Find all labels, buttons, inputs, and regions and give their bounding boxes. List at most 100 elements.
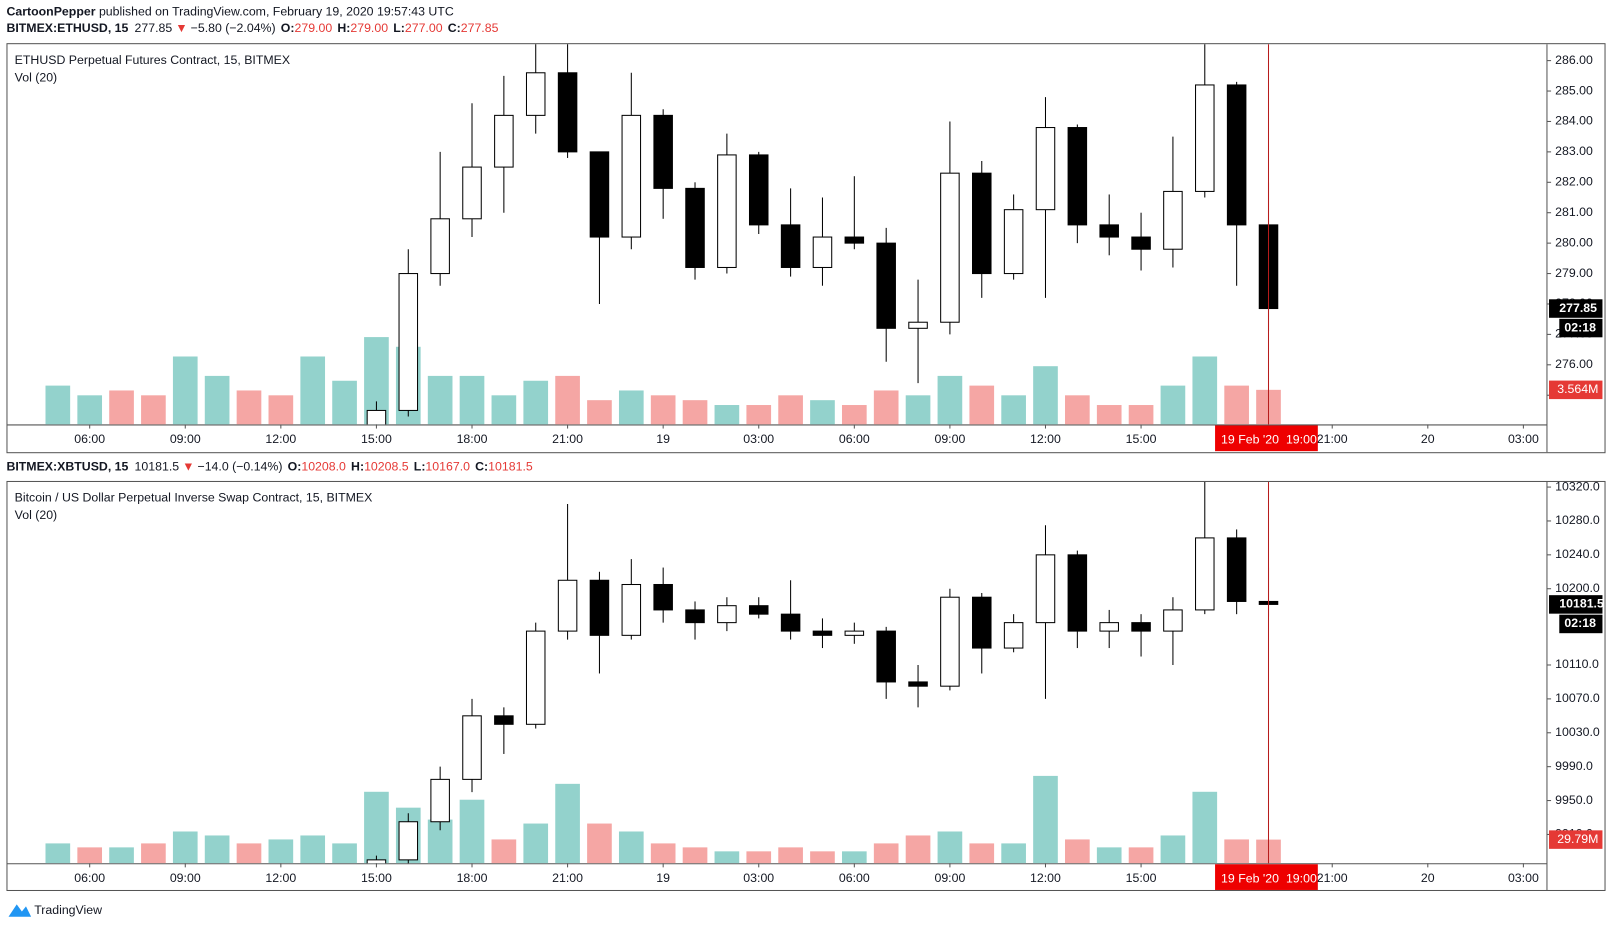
x-tick-label: 15:00 — [361, 432, 392, 446]
x-tick-label: 21:00 — [1317, 871, 1348, 885]
volume-bar — [555, 375, 580, 425]
volume-bar — [1128, 405, 1154, 425]
x-tick-label: 15:00 — [1126, 871, 1157, 885]
candle-body — [1067, 554, 1088, 632]
candle-body — [908, 321, 928, 329]
volume-bar — [1033, 775, 1058, 864]
candle-body — [1195, 84, 1215, 192]
candle-body — [1099, 224, 1119, 238]
volume-bar — [364, 791, 389, 864]
volume-bar — [236, 843, 262, 864]
volume-bar — [77, 395, 103, 425]
crosshair-box — [1215, 425, 1318, 452]
countdown-box — [1559, 614, 1603, 634]
candle-body — [812, 236, 833, 268]
candle-body — [366, 859, 387, 864]
candle-body — [653, 583, 673, 611]
volume-bar — [714, 405, 740, 425]
y-tick-label: 276.00 — [1555, 357, 1593, 371]
volume-label: 3.564M — [1557, 382, 1598, 396]
volume-bar — [523, 823, 549, 864]
x-tick-label: 12:00 — [1030, 432, 1061, 446]
candle-body — [717, 154, 737, 268]
y-tick-label: 282.00 — [1555, 175, 1593, 189]
volume-bar — [491, 395, 517, 425]
x-tick-label: 18:00 — [457, 432, 488, 446]
volume-bar — [714, 851, 740, 864]
volume-bar — [1096, 405, 1122, 425]
candle-body — [1003, 209, 1024, 275]
volume-bar — [1033, 366, 1058, 425]
candle-body — [589, 151, 610, 238]
volume-bar — [141, 395, 166, 425]
volume-bar — [268, 839, 294, 864]
candle-body — [748, 605, 769, 615]
volume-bar — [523, 380, 549, 425]
readout-value: 277.85 — [461, 21, 499, 35]
candle-body — [685, 609, 705, 624]
volume-bar — [873, 390, 899, 425]
volume-bar — [650, 395, 676, 425]
symbol: BITMEX:ETHUSD, 15 — [6, 21, 128, 35]
candle-body — [430, 778, 450, 823]
readout-value: 10208.0 — [301, 460, 346, 474]
x-tick-label: 09:00 — [934, 871, 965, 885]
footer-brand: TradingView — [34, 903, 102, 917]
candle-body — [653, 114, 673, 189]
volume-bar — [937, 831, 963, 864]
y-tick-label: 10280.0 — [1555, 513, 1600, 527]
crosshair-time: 19:00 — [1286, 871, 1317, 885]
volume-bar — [618, 390, 644, 425]
readout-key: H: — [337, 21, 350, 35]
x-tick-label: 15:00 — [1126, 432, 1157, 446]
logo — [8, 904, 32, 917]
y-tick-label: 285.00 — [1555, 83, 1593, 97]
volume-bar — [141, 843, 166, 864]
candle-body — [940, 172, 960, 323]
candle-body — [494, 715, 514, 725]
readout-key: L: — [393, 21, 405, 35]
x-tick-label: 20 — [1421, 871, 1435, 885]
y-tick-label: 283.00 — [1555, 144, 1593, 158]
last: 10181.5 — [135, 460, 180, 474]
candle-body — [398, 273, 419, 411]
volume-bar — [746, 851, 772, 864]
volume-bar — [300, 356, 326, 425]
volume-bar — [204, 375, 230, 425]
x-tick-label: 20 — [1421, 432, 1435, 446]
readout-key: C: — [448, 21, 461, 35]
x-tick-label: 03:00 — [743, 432, 774, 446]
volume-bar — [1001, 395, 1026, 425]
candle-body — [780, 224, 801, 268]
readout-key: O: — [281, 21, 295, 35]
volume-bar — [937, 375, 963, 425]
y-tick-label: 279.00 — [1555, 266, 1593, 280]
candle-body — [876, 630, 896, 683]
candle-body — [1226, 84, 1247, 226]
x-tick-label: 12:00 — [1030, 871, 1061, 885]
candle-body — [1226, 537, 1247, 602]
author: CartoonPepper — [6, 5, 95, 19]
candle-body — [1163, 190, 1183, 250]
price-label-box — [1549, 299, 1603, 318]
volume-bar — [1096, 847, 1122, 864]
volume-bar — [682, 847, 708, 864]
volume-bar — [1224, 385, 1249, 425]
header: CartoonPepper published on TradingView.c… — [6, 5, 453, 19]
symbol-readout: BITMEX:XBTUSD, 15 10181.5 ▼ −14.0 (−0.14%) O… — [6, 460, 532, 474]
candle-body — [1099, 622, 1119, 632]
symbol-readout: BITMEX:ETHUSD, 15 277.85 ▼ −5.80 (−2.04%) O:… — [6, 21, 498, 35]
x-tick-label: 06:00 — [839, 871, 870, 885]
candle-body — [1067, 127, 1088, 226]
y-tick-label: 10320.0 — [1555, 479, 1600, 493]
volume-bar — [268, 395, 294, 425]
volume-bar — [1160, 385, 1186, 425]
change: −14.0 (−0.14%) — [198, 460, 283, 474]
candle-body — [780, 613, 801, 632]
x-tick-label: 21:00 — [1317, 432, 1348, 446]
volume-bar — [1192, 791, 1218, 864]
candle-body — [1195, 537, 1215, 611]
candle-body — [557, 72, 578, 153]
